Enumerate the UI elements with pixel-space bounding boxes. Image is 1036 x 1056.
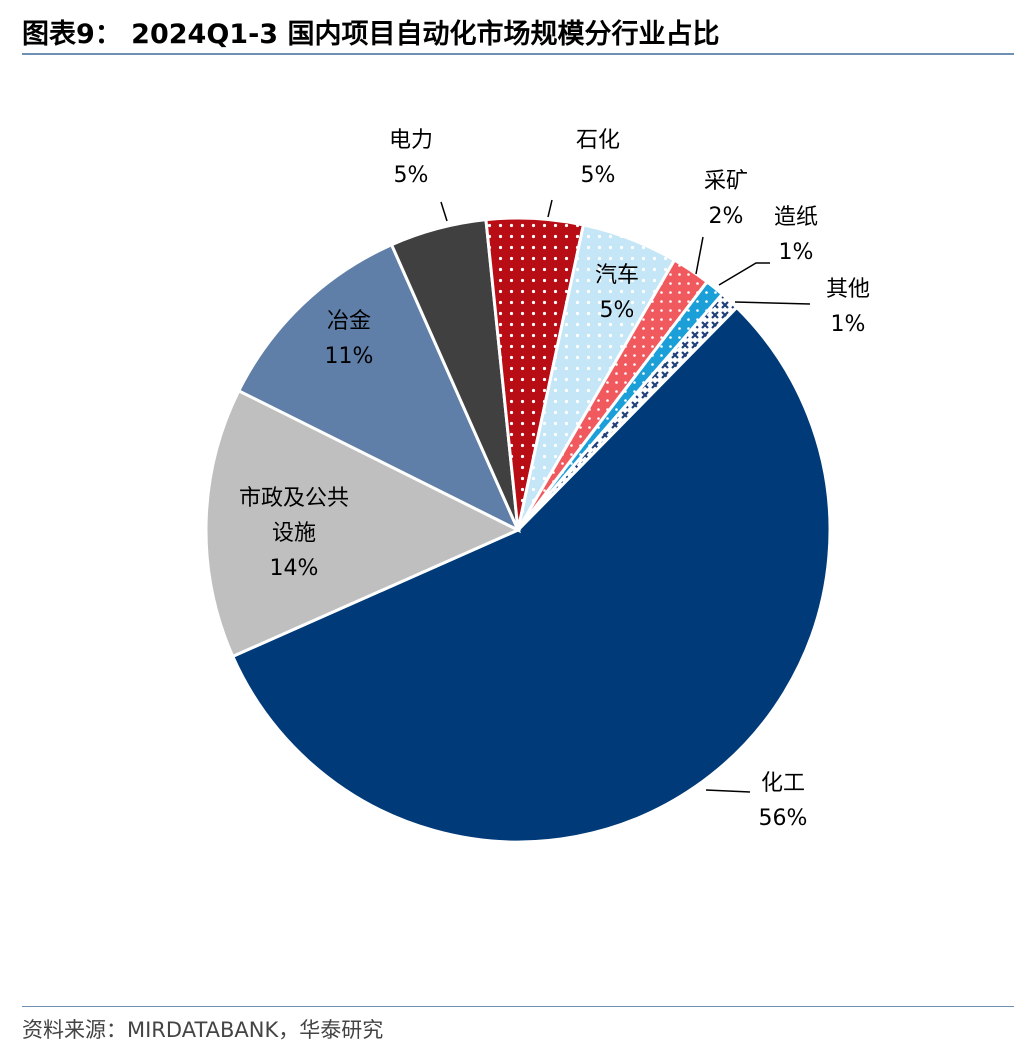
data-label-value: 2% xyxy=(709,204,744,229)
title-divider xyxy=(22,53,1014,55)
data-label-9: 其他 1% xyxy=(826,277,870,337)
footer-divider xyxy=(22,1006,1014,1007)
data-label-3: 冶金 11% xyxy=(325,309,374,369)
data-label-2: 市政及公共设施 14% xyxy=(239,486,349,581)
page-title: 图表9： 2024Q1-3 国内项目自动化市场规模分行业占比 xyxy=(22,19,720,50)
pie-slice-pattern-5 xyxy=(485,217,584,530)
pie-slice-1 xyxy=(230,305,832,844)
data-label-name: 造纸 xyxy=(774,205,818,230)
data-label-value: 5% xyxy=(394,163,429,188)
source-note: 资料来源：MIRDATABANK，华泰研究 xyxy=(22,1018,384,1042)
data-label-name: 冶金 xyxy=(327,309,371,334)
leader-line-8 xyxy=(718,262,770,286)
data-label-name: 电力 xyxy=(389,128,433,153)
leader-line-4 xyxy=(440,201,448,222)
leader-line-1 xyxy=(705,789,751,793)
pie-slice-2 xyxy=(204,388,522,659)
pie-slice-pattern-6 xyxy=(518,224,675,530)
data-label-value: 1% xyxy=(779,240,814,265)
data-label-name: 化工 xyxy=(761,771,805,796)
data-label-value: 56% xyxy=(759,806,808,831)
data-label-7: 采矿 2% xyxy=(704,169,748,229)
leader-line-7 xyxy=(695,236,704,275)
data-label-name: 采矿 xyxy=(704,169,748,194)
pie-chart: 化工 56% 市政及公共设施 14% 冶金 11% 电力 5% 石化 5% 汽车 5% 采矿 2% 造纸 1%… xyxy=(204,128,870,844)
data-label-name: 汽车 xyxy=(595,263,639,288)
data-label-value: 5% xyxy=(581,163,616,188)
data-label-name: 设施 xyxy=(272,521,316,546)
pie-slice-pattern-7 xyxy=(518,260,708,530)
data-label-6: 汽车 5% xyxy=(595,263,639,323)
data-label-name: 其他 xyxy=(826,277,870,302)
data-label-1: 化工 56% xyxy=(759,771,808,831)
pie-slice-pattern-8 xyxy=(518,281,723,530)
pie-slices xyxy=(204,216,832,844)
pie-slice-9 xyxy=(516,292,739,532)
data-label-5: 石化 5% xyxy=(576,128,620,188)
data-label-value: 14% xyxy=(270,556,319,581)
data-labels: 化工 56% 市政及公共设施 14% 冶金 11% 电力 5% 石化 5% 汽车 5% 采矿 2% 造纸 1%… xyxy=(239,128,870,831)
data-label-value: 1% xyxy=(831,312,866,337)
leader-line-5 xyxy=(547,199,553,218)
data-label-name: 石化 xyxy=(576,128,620,153)
data-label-value: 5% xyxy=(600,298,635,323)
data-label-value: 11% xyxy=(325,344,374,369)
leader-lines xyxy=(440,199,811,793)
data-label-name: 市政及公共 xyxy=(239,486,349,511)
data-label-4: 电力 5% xyxy=(389,128,433,188)
pie-slice-3 xyxy=(236,242,522,534)
data-label-8: 造纸 1% xyxy=(774,205,818,265)
leader-line-9 xyxy=(734,301,811,305)
